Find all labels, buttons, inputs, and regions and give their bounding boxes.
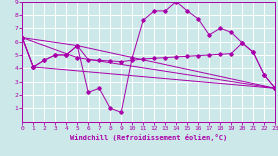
X-axis label: Windchill (Refroidissement éolien,°C): Windchill (Refroidissement éolien,°C) xyxy=(70,134,227,141)
